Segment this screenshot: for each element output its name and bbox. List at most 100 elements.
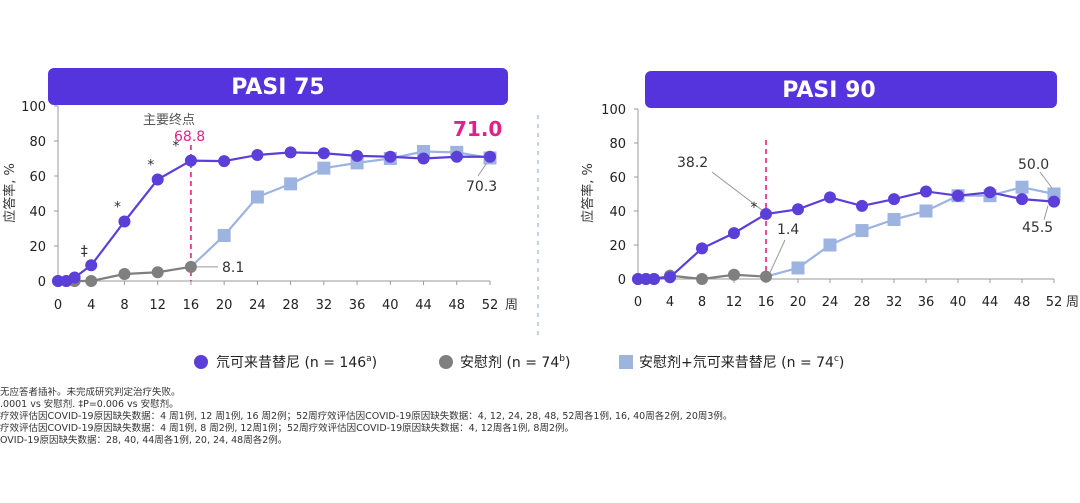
pasi90-significance-marker: *: [751, 200, 758, 216]
primary-endpoint-label: 主要终点: [143, 112, 195, 128]
pasi75-combo-point: [250, 190, 264, 204]
pasi75-x-tick-label: 44: [415, 298, 432, 313]
pasi75-drug-point: [85, 259, 98, 272]
pasi90-drug-point: [728, 227, 740, 240]
pasi90-x-tick-label: 24: [822, 295, 839, 310]
pasi75-significance-marker: *: [147, 158, 154, 174]
pasi75-drug-point: [417, 152, 430, 165]
pasi90-title-bar: [645, 71, 1057, 108]
pasi90-placebo-16-leader: [769, 239, 786, 273]
pasi90-drug-16-leader: [711, 171, 763, 211]
pasi90-drug-point: [856, 199, 868, 212]
pasi90-x-tick-label: 12: [726, 295, 743, 310]
pasi75-significance-marker: *: [172, 139, 179, 155]
pasi75-placebo-16-label: 8.1: [222, 260, 244, 276]
pasi75-y-tick-label: 20: [29, 240, 46, 255]
pasi90-drug-point: [696, 242, 708, 255]
pasi90-drug-line: [638, 190, 1055, 281]
legend: 氘可来昔替尼 (n = 146a) 安慰剂 (n = 74b) 安慰剂+氘可来昔…: [194, 354, 844, 371]
pasi75-combo-52-label: 70.3: [466, 179, 497, 195]
pasi75-x-tick-label: 16: [183, 298, 200, 313]
pasi90-drug-point: [792, 203, 804, 216]
pasi90-combo-52-label: 50.0: [1018, 157, 1049, 173]
pasi75-x-tick-label: 12: [149, 298, 166, 313]
pasi90-x-tick-label: 32: [886, 295, 903, 310]
pasi75-drug-point: [118, 215, 131, 228]
pasi75-drug-point: [184, 154, 197, 167]
pasi90-combo-point: [823, 238, 837, 252]
pasi75-combo-point: [317, 161, 331, 175]
pasi90-y-tick-label: 60: [609, 171, 626, 186]
pasi90-drug-52-label: 45.5: [1022, 220, 1053, 236]
pasi75-drug-point: [218, 155, 231, 168]
pasi90-drug-point: [824, 191, 836, 204]
pasi75-combo-line: [190, 150, 491, 268]
pasi75-x-tick-label: 32: [316, 298, 333, 313]
pasi75-placebo-point: [151, 266, 164, 279]
pasi90-combo-point: [791, 261, 805, 275]
pasi75-title: PASI 75: [231, 75, 324, 100]
pasi90-placebo-point: [760, 270, 772, 283]
pasi90-drug-16-label: 38.2: [677, 155, 708, 171]
pasi90-drug-point: [984, 186, 996, 199]
pasi90-y-tick-label: 40: [609, 205, 626, 220]
pasi90-y-tick-label: 0: [618, 273, 626, 288]
legend-placebo-label: 安慰剂 (n = 74b): [460, 354, 570, 371]
legend-combo-marker: [619, 355, 633, 369]
pasi75-significance-marker: *: [114, 200, 121, 216]
pasi90-combo-line: [765, 186, 1055, 278]
pasi90-drug-point: [920, 185, 932, 198]
pasi90-y-tick-label: 100: [601, 103, 626, 118]
legend-drug-label: 氘可来昔替尼 (n = 146a): [216, 354, 377, 371]
pasi75-drug-point: [450, 150, 463, 163]
pasi90-x-tick-label: 52: [1046, 295, 1063, 310]
pasi75-x-tick-label: 0: [54, 298, 62, 313]
pasi90-placebo-point: [728, 268, 740, 281]
pasi75-drug-point: [52, 275, 64, 287]
pasi75-ylabel: 应答率, %: [2, 163, 18, 223]
pasi90-xlabel: 周: [1066, 295, 1079, 310]
pasi90-drug-point: [664, 271, 676, 284]
pasi75-x-tick-label: 36: [349, 298, 366, 313]
pasi75-xlabel: 周: [505, 298, 518, 313]
pasi90-placebo-16-label: 1.4: [777, 222, 799, 238]
pasi75-placebo-point: [184, 260, 197, 273]
pasi75-placebo-point: [85, 275, 98, 287]
pasi75-x-tick-label: 48: [448, 298, 465, 313]
pasi75-significance-marker: ‡: [81, 243, 88, 259]
footnote-2: .0001 vs 安慰剂. ‡P=0.006 vs 安慰剂。: [0, 399, 179, 410]
legend-placebo-marker: [439, 355, 453, 369]
pasi90-x-tick-label: 20: [790, 295, 807, 310]
footnote-4: 疗效评估因COVID-19原因缺失数据：4 周1例, 8 周2例, 12周1例；…: [0, 423, 575, 434]
pasi75-final-value: 71.0: [453, 117, 502, 141]
pasi90-y-tick-label: 80: [609, 137, 626, 152]
pasi90-ylabel: 应答率, %: [580, 163, 596, 223]
pasi90-x-tick-label: 36: [918, 295, 935, 310]
pasi90-drug-52-leader: [1043, 205, 1049, 221]
pasi75-y-tick-label: 100: [21, 100, 46, 115]
pasi90-x-tick-label: 16: [758, 295, 775, 310]
pasi75-y-tick-label: 40: [29, 205, 46, 220]
pasi90-combo-52-leader: [1039, 171, 1053, 189]
pasi90-drug-point: [760, 208, 772, 221]
pasi90-x-tick-label: 4: [666, 295, 674, 310]
pasi90-drug-point: [952, 189, 964, 202]
pasi75-combo-point: [284, 177, 298, 191]
pasi75-y-tick-label: 0: [38, 275, 46, 290]
pasi90-x-tick-label: 48: [1014, 295, 1031, 310]
pasi90-x-tick-label: 0: [634, 295, 642, 310]
pasi75-drug-point: [284, 146, 297, 159]
legend-drug-marker: [194, 355, 208, 369]
pasi75-x-tick-label: 8: [120, 298, 128, 313]
pasi75-combo-point: [217, 229, 231, 242]
pasi90-combo-point: [919, 204, 933, 218]
pasi90-drug-point: [1016, 193, 1028, 206]
pasi90-combo-point: [855, 224, 869, 238]
primary-endpoint-value: 68.8: [174, 129, 205, 145]
pasi90-drug-point: [1048, 195, 1060, 208]
pasi75-drug-point: [351, 149, 364, 162]
pasi75-y-tick-label: 80: [29, 135, 46, 150]
pasi75-drug-point: [384, 150, 397, 163]
pasi90-drug-point: [648, 273, 660, 285]
